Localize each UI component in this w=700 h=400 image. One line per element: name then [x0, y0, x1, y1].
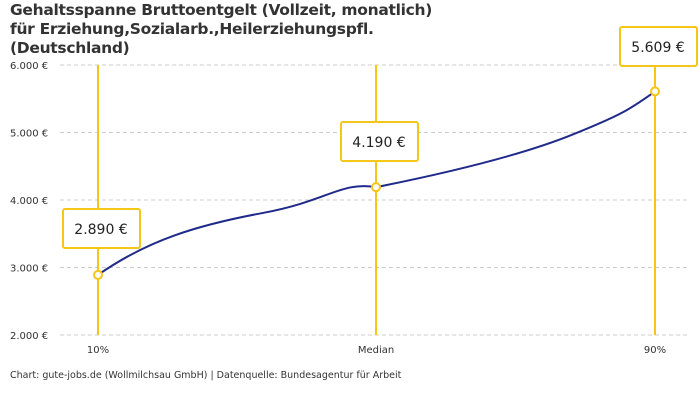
- data-label-box: [340, 121, 419, 162]
- y-tick-label: 6.000 €: [10, 61, 48, 72]
- data-label-box: [62, 208, 141, 249]
- x-tick-label: 10%: [87, 345, 109, 356]
- data-point: [93, 269, 103, 280]
- data-label: 2.890 €: [74, 222, 127, 238]
- data-point: [650, 86, 660, 97]
- y-tick-label: 2.000 €: [10, 331, 48, 342]
- data-point: [371, 182, 381, 193]
- y-tick-label: 5.000 €: [10, 129, 48, 140]
- source-footer: Chart: gute-jobs.de (Wollmilchsau GmbH) …: [10, 370, 402, 381]
- y-tick-label: 4.000 €: [10, 196, 48, 207]
- y-tick-label: 3.000 €: [10, 264, 48, 275]
- x-tick-label: Median: [358, 345, 394, 356]
- x-tick-label: 90%: [644, 345, 666, 356]
- chart-title: Gehaltsspanne Bruttoentgelt (Vollzeit, m…: [10, 1, 433, 57]
- data-label-box: [619, 26, 698, 67]
- data-label: 4.190 €: [352, 135, 405, 151]
- data-label: 5.609 €: [631, 40, 684, 56]
